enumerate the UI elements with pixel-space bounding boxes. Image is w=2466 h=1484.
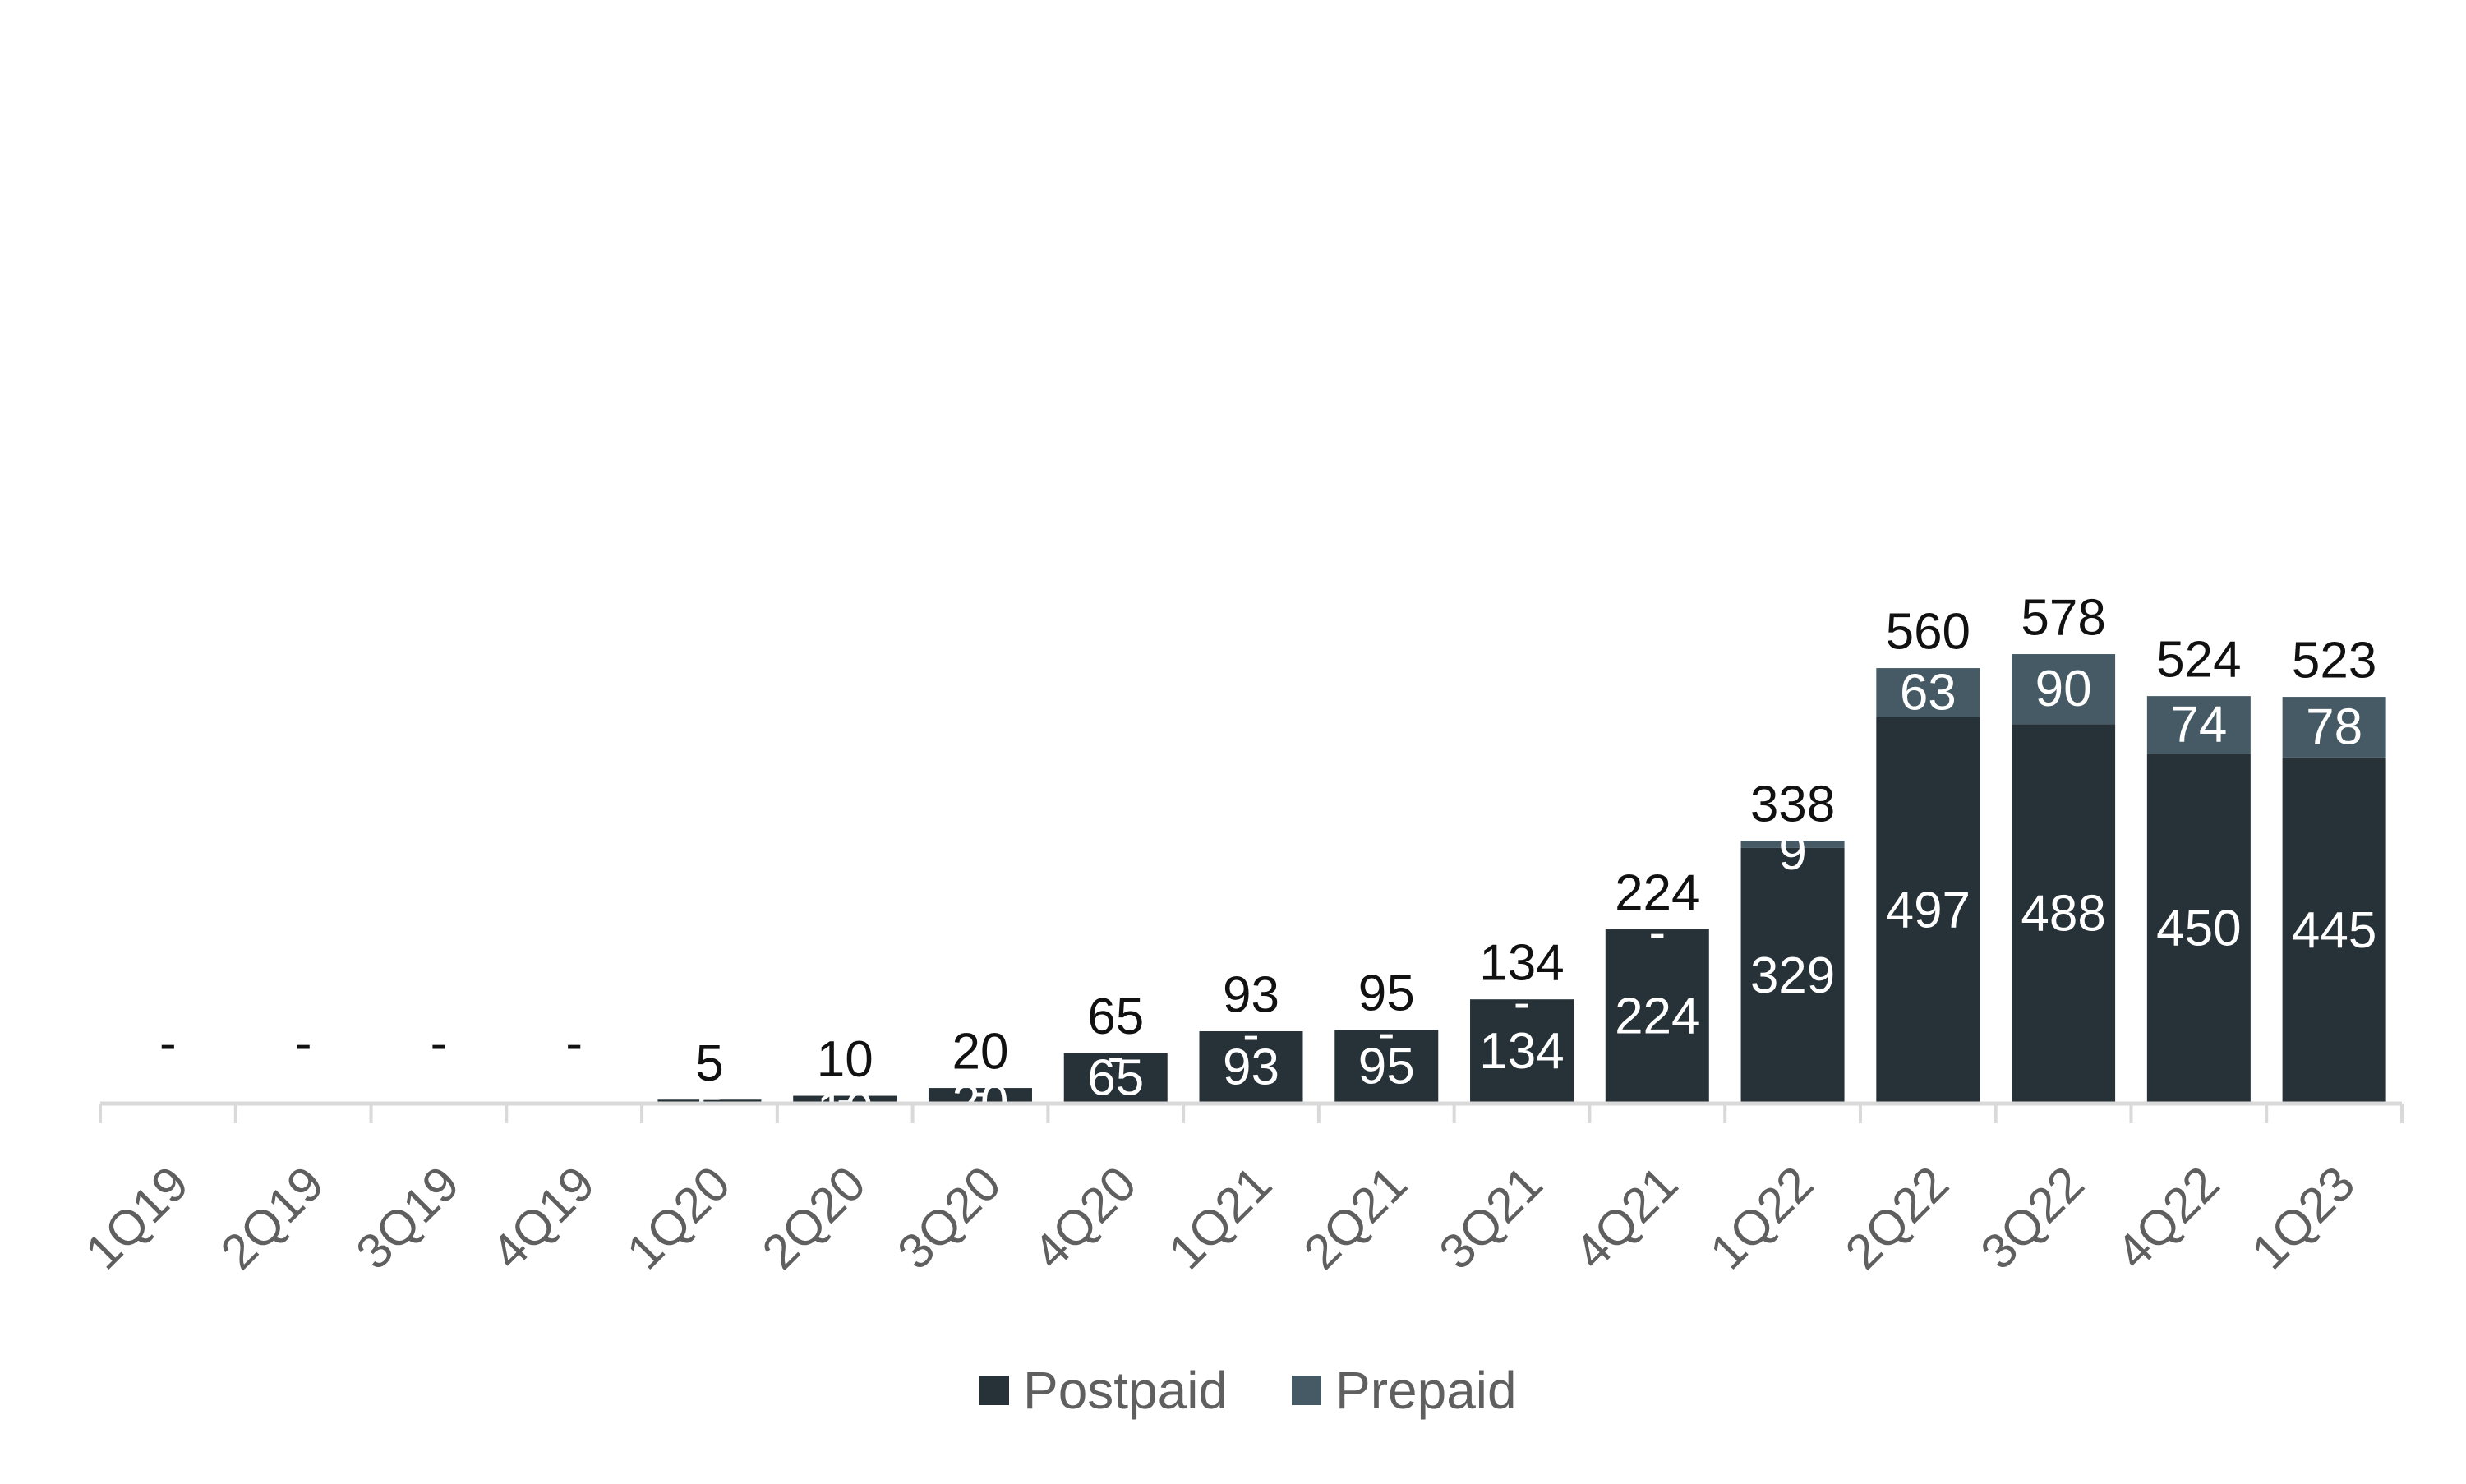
bar-postpaid-1Q23 bbox=[2282, 757, 2386, 1104]
bar-postpaid-2Q21 bbox=[1334, 1030, 1439, 1104]
bar-prepaid-3Q22 bbox=[2012, 654, 2116, 725]
x-tick-label: 3Q20 bbox=[887, 1155, 1011, 1279]
bar-postpaid-1Q22 bbox=[1740, 847, 1845, 1104]
bar-postpaid-4Q22 bbox=[2146, 754, 2251, 1104]
total-value-label: 20 bbox=[952, 1024, 1008, 1081]
bar-postpaid-2Q22 bbox=[1876, 717, 1980, 1104]
postpaid-value-label: 65 bbox=[1087, 1050, 1144, 1107]
bar-postpaid-3Q20 bbox=[928, 1088, 1032, 1104]
prepaid-value-label: - bbox=[1648, 905, 1666, 961]
total-value-label: 95 bbox=[1358, 966, 1415, 1022]
prepaid-value-label: - bbox=[1378, 1005, 1395, 1062]
total-value-label: 338 bbox=[1750, 777, 1835, 833]
legend-swatch-prepaid bbox=[1292, 1376, 1321, 1405]
postpaid-value-label: 329 bbox=[1750, 947, 1835, 1004]
prepaid-value-label: - bbox=[1107, 1028, 1124, 1085]
postpaid-value-label: 224 bbox=[1615, 989, 1699, 1045]
bar-prepaid-1Q22 bbox=[1740, 841, 1845, 848]
x-tick-label: 1Q19 bbox=[75, 1155, 199, 1279]
x-tick-label: 1Q22 bbox=[1699, 1155, 1823, 1279]
total-value-label: - bbox=[431, 1016, 448, 1072]
prepaid-value-label: 9 bbox=[1778, 824, 1806, 881]
x-tick-label: 4Q22 bbox=[2105, 1155, 2229, 1279]
prepaid-value-label: 90 bbox=[2035, 661, 2092, 717]
postpaid-value-label: 95 bbox=[1358, 1039, 1415, 1095]
prepaid-value-label: 74 bbox=[2170, 697, 2227, 754]
total-value-label: 524 bbox=[2156, 632, 2241, 689]
legend-label-prepaid: Prepaid bbox=[1335, 1361, 1517, 1420]
x-tick-label: 3Q21 bbox=[1429, 1155, 1553, 1279]
bar-prepaid-1Q23 bbox=[2282, 697, 2386, 758]
bar-postpaid-3Q21 bbox=[1470, 999, 1574, 1104]
x-tick-label: 2Q20 bbox=[752, 1155, 876, 1279]
postpaid-value-label: 134 bbox=[1479, 1023, 1564, 1080]
postpaid-value-label: 450 bbox=[2156, 901, 2241, 957]
postpaid-value-label: 488 bbox=[2021, 886, 2105, 942]
x-tick-label: 2Q22 bbox=[1835, 1155, 1959, 1279]
total-value-label: 578 bbox=[2021, 590, 2105, 647]
x-tick-label: 1Q20 bbox=[616, 1155, 740, 1279]
x-tick-label: 4Q20 bbox=[1022, 1155, 1146, 1279]
total-value-label: 93 bbox=[1223, 966, 1279, 1023]
legend-swatch-postpaid bbox=[979, 1376, 1009, 1405]
x-tick-label: 3Q22 bbox=[1970, 1155, 2095, 1279]
x-tick-label: 4Q21 bbox=[1564, 1155, 1688, 1279]
total-value-label: - bbox=[565, 1016, 583, 1072]
total-value-label: 224 bbox=[1615, 865, 1699, 922]
legend-label-postpaid: Postpaid bbox=[1023, 1361, 1228, 1420]
bar-postpaid-2Q20 bbox=[793, 1095, 897, 1104]
total-value-label: 65 bbox=[1087, 989, 1144, 1045]
bar-postpaid-4Q20 bbox=[1063, 1053, 1168, 1104]
x-tick-label: 2Q21 bbox=[1293, 1155, 1417, 1279]
total-value-label: 560 bbox=[1886, 604, 1970, 661]
postpaid-value-label: 5 bbox=[695, 1086, 723, 1143]
total-value-label: - bbox=[159, 1016, 177, 1072]
x-tick-label: 4Q19 bbox=[481, 1155, 605, 1279]
total-value-label: 134 bbox=[1479, 935, 1564, 992]
prepaid-value-label: - bbox=[1242, 1006, 1260, 1062]
x-tick-label: 3Q19 bbox=[345, 1155, 469, 1279]
prepaid-value-label: - bbox=[837, 1071, 854, 1127]
prepaid-value-label: 63 bbox=[1900, 664, 1957, 721]
postpaid-value-label: 10 bbox=[817, 1082, 873, 1139]
bar-postpaid-3Q22 bbox=[2012, 724, 2116, 1104]
total-value-label: 10 bbox=[817, 1031, 873, 1088]
total-value-label: 523 bbox=[2292, 633, 2376, 689]
prepaid-value-label: 78 bbox=[2306, 698, 2362, 755]
postpaid-value-label: 93 bbox=[1223, 1039, 1279, 1095]
x-tick-label: 1Q21 bbox=[1158, 1155, 1282, 1279]
total-value-label: - bbox=[295, 1016, 312, 1072]
bar-postpaid-4Q21 bbox=[1605, 929, 1709, 1104]
x-tick-label: 2Q19 bbox=[210, 1155, 334, 1279]
prepaid-value-label: - bbox=[1514, 975, 1531, 1031]
x-tick-label: 1Q23 bbox=[2241, 1155, 2365, 1279]
postpaid-value-label: 445 bbox=[2292, 902, 2376, 959]
total-value-label: 5 bbox=[695, 1035, 723, 1092]
bar-prepaid-2Q22 bbox=[1876, 668, 1980, 717]
postpaid-value-label: 497 bbox=[1886, 882, 1970, 938]
bar-postpaid-1Q21 bbox=[1199, 1030, 1303, 1104]
bar-prepaid-4Q22 bbox=[2146, 696, 2251, 754]
